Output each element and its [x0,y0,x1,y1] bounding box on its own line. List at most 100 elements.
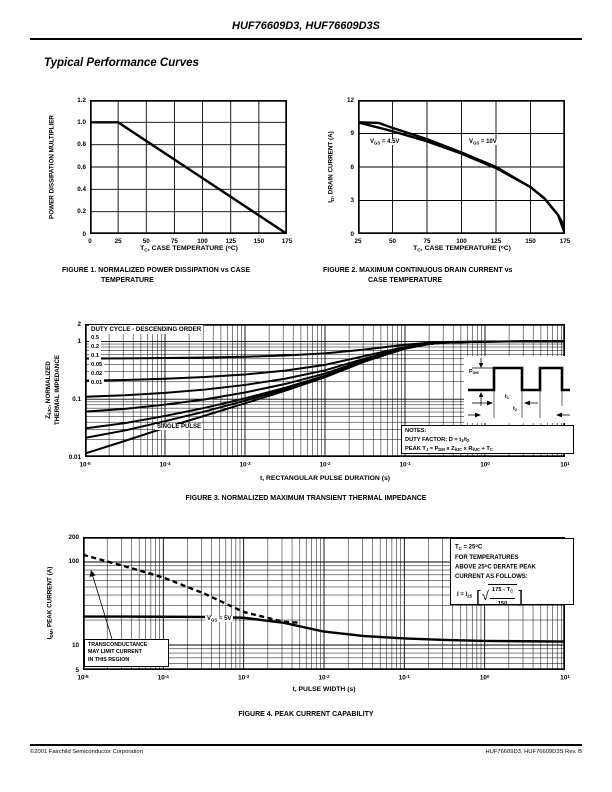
warning-line: MAY LIMIT CURRENT [88,649,142,656]
legend-duty-value: 0.5 [89,334,102,344]
legend-duty-value: 0.05 [89,361,105,371]
page-header-title: HUF76609D3, HUF76609D3S [232,20,380,32]
derate-line: ABOVE 25oC DERATE PEAK [455,563,536,571]
figure4-transconductance-warning-box: TRANSCONDUCTANCE MAY LIMIT CURRENT IN TH… [84,639,169,668]
warning-line: IN THIS REGION [88,656,130,663]
derating-formula: I = I25 [ √ 175 - TC 150 ] [457,584,569,608]
x-tick-label: 75 [423,238,431,245]
footer-part-number: HUF76609D3, HUF76609D3S Rev. B [485,749,582,755]
y-tick-label: 0.01 [68,453,81,461]
figure1-y-axis-label: POWER DISSIPATION MULTIPLIER [48,115,56,219]
x-tick-label: 100 [456,238,467,245]
notes-line: NOTES: [405,428,427,434]
formula-numerator: 175 - TC [489,586,516,599]
y-tick-label: 3 [350,197,354,204]
x-tick-label: 25 [354,238,362,245]
x-tick-label: 10-1 [398,674,410,682]
figure1-caption: FIGURE 1. NORMALIZED POWER DISSIPATION v… [62,266,250,285]
x-tick-label: 10-2 [318,674,330,682]
inset-pdm-label: PDM [468,369,480,376]
derate-line: TC = 25oC [455,543,483,551]
notes-line: PEAK TJ = PDM x ZθJC x RθJC + TC [405,446,493,453]
y-tick-label: 0.6 [77,163,86,171]
x-tick-label: 101 [560,674,570,682]
x-tick-label: 101 [560,461,570,469]
figure2-curve-label-vgs-10v: VGS = 10V [467,139,499,146]
figure2-caption-line1: FIGURE 2. MAXIMUM CONTINUOUS DRAIN CURRE… [323,267,513,274]
formula-denominator: 150 [497,600,508,607]
legend-title: DUTY CYCLE - DESCENDING ORDER [89,325,204,334]
figure3-y-axis-label: ZθJC, NORMALIZED THERMAL IMPEDANCE [45,355,61,425]
x-tick-label: 50 [142,238,150,245]
figure4-y-axis-label: IDM, PEAK CURRENT (A) [46,566,54,640]
inset-t1-label: t1 [504,394,510,401]
y-tick-label: 0.8 [77,141,86,149]
y-tick-label: 10 [71,641,79,649]
figure2-plot [358,100,565,234]
section-title: Typical Performance Curves [44,57,199,69]
x-tick-label: 25 [114,238,122,245]
y-tick-label: 0 [82,230,86,238]
x-tick-label: 10-3 [238,674,250,682]
figure1-x-axis-label: TC, CASE TEMPERATURE (oC) [140,245,238,254]
y-tick-label: 12 [346,96,354,104]
figure3-y-axis-label-line2: THERMAL IMPEDANCE [53,354,61,426]
y-tick-label: 6 [350,163,354,171]
x-tick-label: 10-4 [159,461,171,469]
y-tick-label: 1.2 [77,96,86,104]
figure4-x-axis-label: t, PULSE WIDTH (s) [292,686,356,693]
y-tick-label: 9 [350,130,354,137]
figure1-caption-line2: TEMPERATURE [101,276,154,284]
y-tick-label: 0 [350,230,354,238]
figure3-single-pulse-label: SINGLE PULSE [155,424,204,430]
y-tick-label: 200 [68,533,79,541]
figure3-y-axis-label-line1: ZθJC, NORMALIZED [44,361,53,419]
figure4-curve-label-vgs-5v: VGS = 5V [205,616,234,623]
figure3-notes-box: NOTES: DUTY FACTOR: D = t1/t2 PEAK TJ = … [401,425,574,454]
header-rule [30,38,582,40]
figure3-duty-cycle-legend: DUTY CYCLE - DESCENDING ORDER 0.5 0.2 0.… [89,325,204,389]
figure2-curve-label-vgs-4v5: VGS = 4.5V [368,139,402,146]
x-tick-label: 50 [388,238,396,245]
legend-duty-value: 0.2 [89,343,102,353]
footer-rule [30,744,582,746]
x-tick-label: 100 [197,238,208,245]
y-tick-label: 5 [75,666,79,674]
y-tick-label: 100 [68,558,79,566]
figure2-x-axis-label: TC, CASE TEMPERATURE (oC) [413,245,511,254]
x-tick-label: 175 [559,238,571,245]
x-tick-label: 0 [88,238,92,245]
figure3-caption: FIGURE 3. NORMALIZED MAXIMUM TRANSIENT T… [185,495,427,502]
legend-duty-value: 0.02 [89,370,105,380]
figure1-canvas [90,100,287,234]
figure1-plot [90,100,287,234]
x-tick-label: 175 [281,238,293,245]
x-tick-label: 10-5 [79,461,91,469]
notes-line: DUTY FACTOR: D = t1/t2 [405,436,470,443]
x-tick-label: 125 [225,238,236,245]
x-tick-label: 10-2 [319,461,331,469]
warning-line: TRANSCONDUCTANCE [88,642,148,648]
y-tick-label: 0.1 [72,395,81,403]
x-tick-label: 10-4 [157,674,169,682]
legend-duty-value: 0.1 [89,352,102,362]
figure3-pulse-waveform-inset: PDM t1 t2 [464,356,574,423]
x-tick-label: 100 [480,461,490,469]
formula-lhs: I = I25 [457,592,472,599]
footer-copyright: ©2001 Fairchild Semiconductor Corporatio… [30,749,143,755]
y-tick-label: 2 [77,320,81,328]
x-tick-label: 10-5 [77,674,89,682]
figure2-caption-line2: CASE TEMPERATURE [368,276,443,284]
formula-right-bracket: ] [518,586,523,606]
formula-fraction: 175 - TC 150 [487,584,518,608]
x-tick-label: 10-3 [239,461,251,469]
inset-t2-label: t2 [512,406,518,413]
derate-line: FOR TEMPERATURES [455,554,519,561]
y-tick-label: 1 [77,337,81,345]
x-tick-label: 150 [525,238,536,245]
formula-radical-sign: √ [481,587,489,603]
figure4-caption: FIGURE 4. PEAK CURRENT CAPABILITY [238,711,374,718]
figure4-derating-note-box: TC = 25oC FOR TEMPERATURES ABOVE 25oC DE… [450,538,574,608]
figure2-canvas [358,100,565,234]
